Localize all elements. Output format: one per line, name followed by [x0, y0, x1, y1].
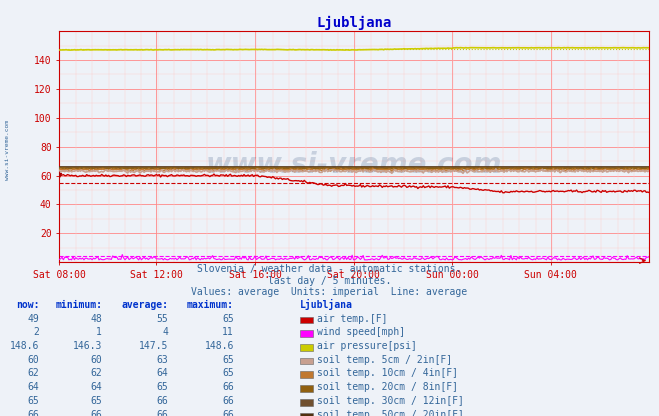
- Text: 48: 48: [90, 314, 102, 324]
- Text: www.si-vreme.com: www.si-vreme.com: [5, 120, 11, 180]
- Text: 65: 65: [28, 396, 40, 406]
- Text: 66: 66: [90, 410, 102, 416]
- Text: 66: 66: [222, 396, 234, 406]
- Text: Values: average  Units: imperial  Line: average: Values: average Units: imperial Line: av…: [191, 287, 468, 297]
- Text: 63: 63: [156, 355, 168, 365]
- Text: 4: 4: [162, 327, 168, 337]
- Text: 55: 55: [156, 314, 168, 324]
- Text: now:: now:: [16, 300, 40, 310]
- Text: soil temp. 20cm / 8in[F]: soil temp. 20cm / 8in[F]: [317, 382, 458, 392]
- Text: 64: 64: [156, 369, 168, 379]
- Text: 11: 11: [222, 327, 234, 337]
- Text: minimum:: minimum:: [55, 300, 102, 310]
- Text: 2: 2: [34, 327, 40, 337]
- Text: 66: 66: [222, 410, 234, 416]
- Text: 1: 1: [96, 327, 102, 337]
- Text: 66: 66: [156, 410, 168, 416]
- Text: www.si-vreme.com: www.si-vreme.com: [206, 151, 502, 179]
- Text: soil temp. 10cm / 4in[F]: soil temp. 10cm / 4in[F]: [317, 369, 458, 379]
- Text: average:: average:: [121, 300, 168, 310]
- Text: 65: 65: [90, 396, 102, 406]
- Text: 64: 64: [28, 382, 40, 392]
- Text: 60: 60: [28, 355, 40, 365]
- Text: wind speed[mph]: wind speed[mph]: [317, 327, 405, 337]
- Text: maximum:: maximum:: [187, 300, 234, 310]
- Text: 66: 66: [222, 382, 234, 392]
- Text: 66: 66: [28, 410, 40, 416]
- Text: 148.6: 148.6: [10, 341, 40, 351]
- Text: 62: 62: [90, 369, 102, 379]
- Text: 65: 65: [222, 355, 234, 365]
- Text: 64: 64: [90, 382, 102, 392]
- Text: 146.3: 146.3: [72, 341, 102, 351]
- Text: 60: 60: [90, 355, 102, 365]
- Text: 62: 62: [28, 369, 40, 379]
- Text: last day / 5 minutes.: last day / 5 minutes.: [268, 276, 391, 286]
- Text: 66: 66: [156, 396, 168, 406]
- Text: soil temp. 5cm / 2in[F]: soil temp. 5cm / 2in[F]: [317, 355, 452, 365]
- Text: Ljubljana: Ljubljana: [300, 299, 353, 310]
- Text: air pressure[psi]: air pressure[psi]: [317, 341, 417, 351]
- Text: air temp.[F]: air temp.[F]: [317, 314, 387, 324]
- Text: 49: 49: [28, 314, 40, 324]
- Text: Slovenia / weather data - automatic stations.: Slovenia / weather data - automatic stat…: [197, 265, 462, 275]
- Title: Ljubljana: Ljubljana: [316, 16, 392, 30]
- Text: 65: 65: [156, 382, 168, 392]
- Text: 65: 65: [222, 314, 234, 324]
- Text: 65: 65: [222, 369, 234, 379]
- Text: 148.6: 148.6: [204, 341, 234, 351]
- Text: soil temp. 30cm / 12in[F]: soil temp. 30cm / 12in[F]: [317, 396, 464, 406]
- Text: soil temp. 50cm / 20in[F]: soil temp. 50cm / 20in[F]: [317, 410, 464, 416]
- Text: 147.5: 147.5: [138, 341, 168, 351]
